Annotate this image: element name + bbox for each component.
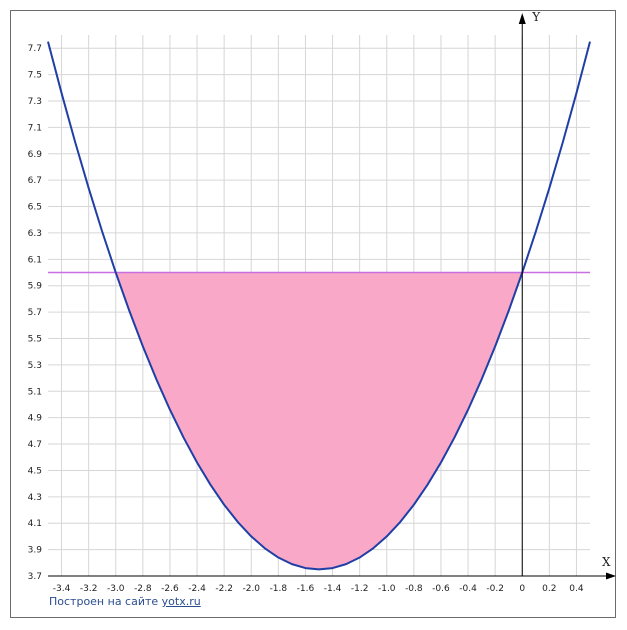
x-tick-label-6: -2.2 <box>215 584 233 594</box>
y-tick-label-2: 4.1 <box>28 519 42 529</box>
site-credit: Построен на сайте yotx.ru <box>49 595 201 608</box>
y-tick-label-14: 6.5 <box>28 203 42 213</box>
x-tick-label-0: -3.4 <box>53 584 71 594</box>
y-tick-label-8: 5.3 <box>28 361 42 371</box>
x-axis-arrow <box>606 572 616 580</box>
y-tick-label-5: 4.7 <box>28 440 42 450</box>
x-tick-label-3: -2.8 <box>134 584 152 594</box>
x-tick-label-7: -2.0 <box>242 584 260 594</box>
y-tick-label-19: 7.5 <box>28 71 42 81</box>
tick-label-layer: Y X -3.4 -3.2 -3.0 -2.8 -2.6 -2.4 -2.2 -2.0 -1.8 -1… <box>28 10 611 594</box>
x-tick-label-10: -1.4 <box>324 584 342 594</box>
x-tick-label-12: -1.0 <box>378 584 396 594</box>
y-tick-label-0: 3.7 <box>28 572 42 582</box>
y-tick-label-4: 4.5 <box>28 466 42 476</box>
x-tick-label-13: -0.8 <box>405 584 423 594</box>
y-tick-label-1: 3.9 <box>28 546 43 556</box>
y-tick-label-11: 5.9 <box>28 282 43 292</box>
x-tick-label-15: -0.4 <box>459 584 477 594</box>
x-tick-label-8: -1.8 <box>270 584 288 594</box>
x-tick-label-2: -3.0 <box>107 584 125 594</box>
y-tick-label-18: 7.3 <box>28 97 42 107</box>
x-axis-label: X <box>602 555 611 569</box>
y-tick-label-16: 6.9 <box>28 150 43 160</box>
y-tick-label-13: 6.3 <box>28 229 42 239</box>
x-tick-label-5: -2.4 <box>188 584 206 594</box>
y-tick-label-15: 6.7 <box>28 176 42 186</box>
x-tick-label-18: 0.2 <box>542 584 556 594</box>
x-tick-label-16: -0.2 <box>486 584 504 594</box>
axis-layer <box>48 13 616 580</box>
series-layer <box>47 41 591 571</box>
shaded-region <box>115 272 523 570</box>
y-tick-label-9: 5.5 <box>28 334 42 344</box>
y-axis-arrow <box>518 13 526 24</box>
series-parabola-curve <box>47 41 591 571</box>
x-tick-label-9: -1.6 <box>297 584 315 594</box>
y-tick-label-3: 4.3 <box>28 493 42 503</box>
y-tick-label-7: 5.1 <box>28 387 42 397</box>
x-tick-label-17: 0 <box>519 584 525 594</box>
x-tick-label-19: 0.4 <box>569 584 584 594</box>
x-tick-label-4: -2.6 <box>161 584 179 594</box>
y-tick-label-12: 6.1 <box>28 255 42 265</box>
y-tick-label-17: 7.1 <box>28 123 42 133</box>
y-tick-label-20: 7.7 <box>28 44 42 54</box>
x-tick-label-14: -0.6 <box>432 584 450 594</box>
credit-text: Построен на сайте <box>49 595 162 608</box>
credit-link[interactable]: yotx.ru <box>161 595 201 608</box>
y-tick-label-6: 4.9 <box>28 414 43 424</box>
y-axis-label: Y <box>531 10 541 24</box>
shaded-area-layer <box>115 272 523 570</box>
x-tick-label-1: -3.2 <box>80 584 98 594</box>
y-tick-label-10: 5.7 <box>28 308 42 318</box>
x-tick-label-11: -1.2 <box>351 584 369 594</box>
